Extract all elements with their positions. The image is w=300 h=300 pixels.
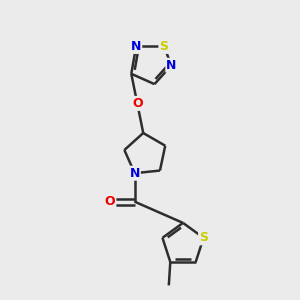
- Text: N: N: [130, 167, 140, 180]
- Text: S: S: [159, 40, 168, 53]
- Text: O: O: [132, 97, 142, 110]
- Text: N: N: [131, 40, 141, 53]
- Text: N: N: [166, 59, 177, 72]
- Text: O: O: [105, 195, 116, 208]
- Text: S: S: [199, 231, 208, 244]
